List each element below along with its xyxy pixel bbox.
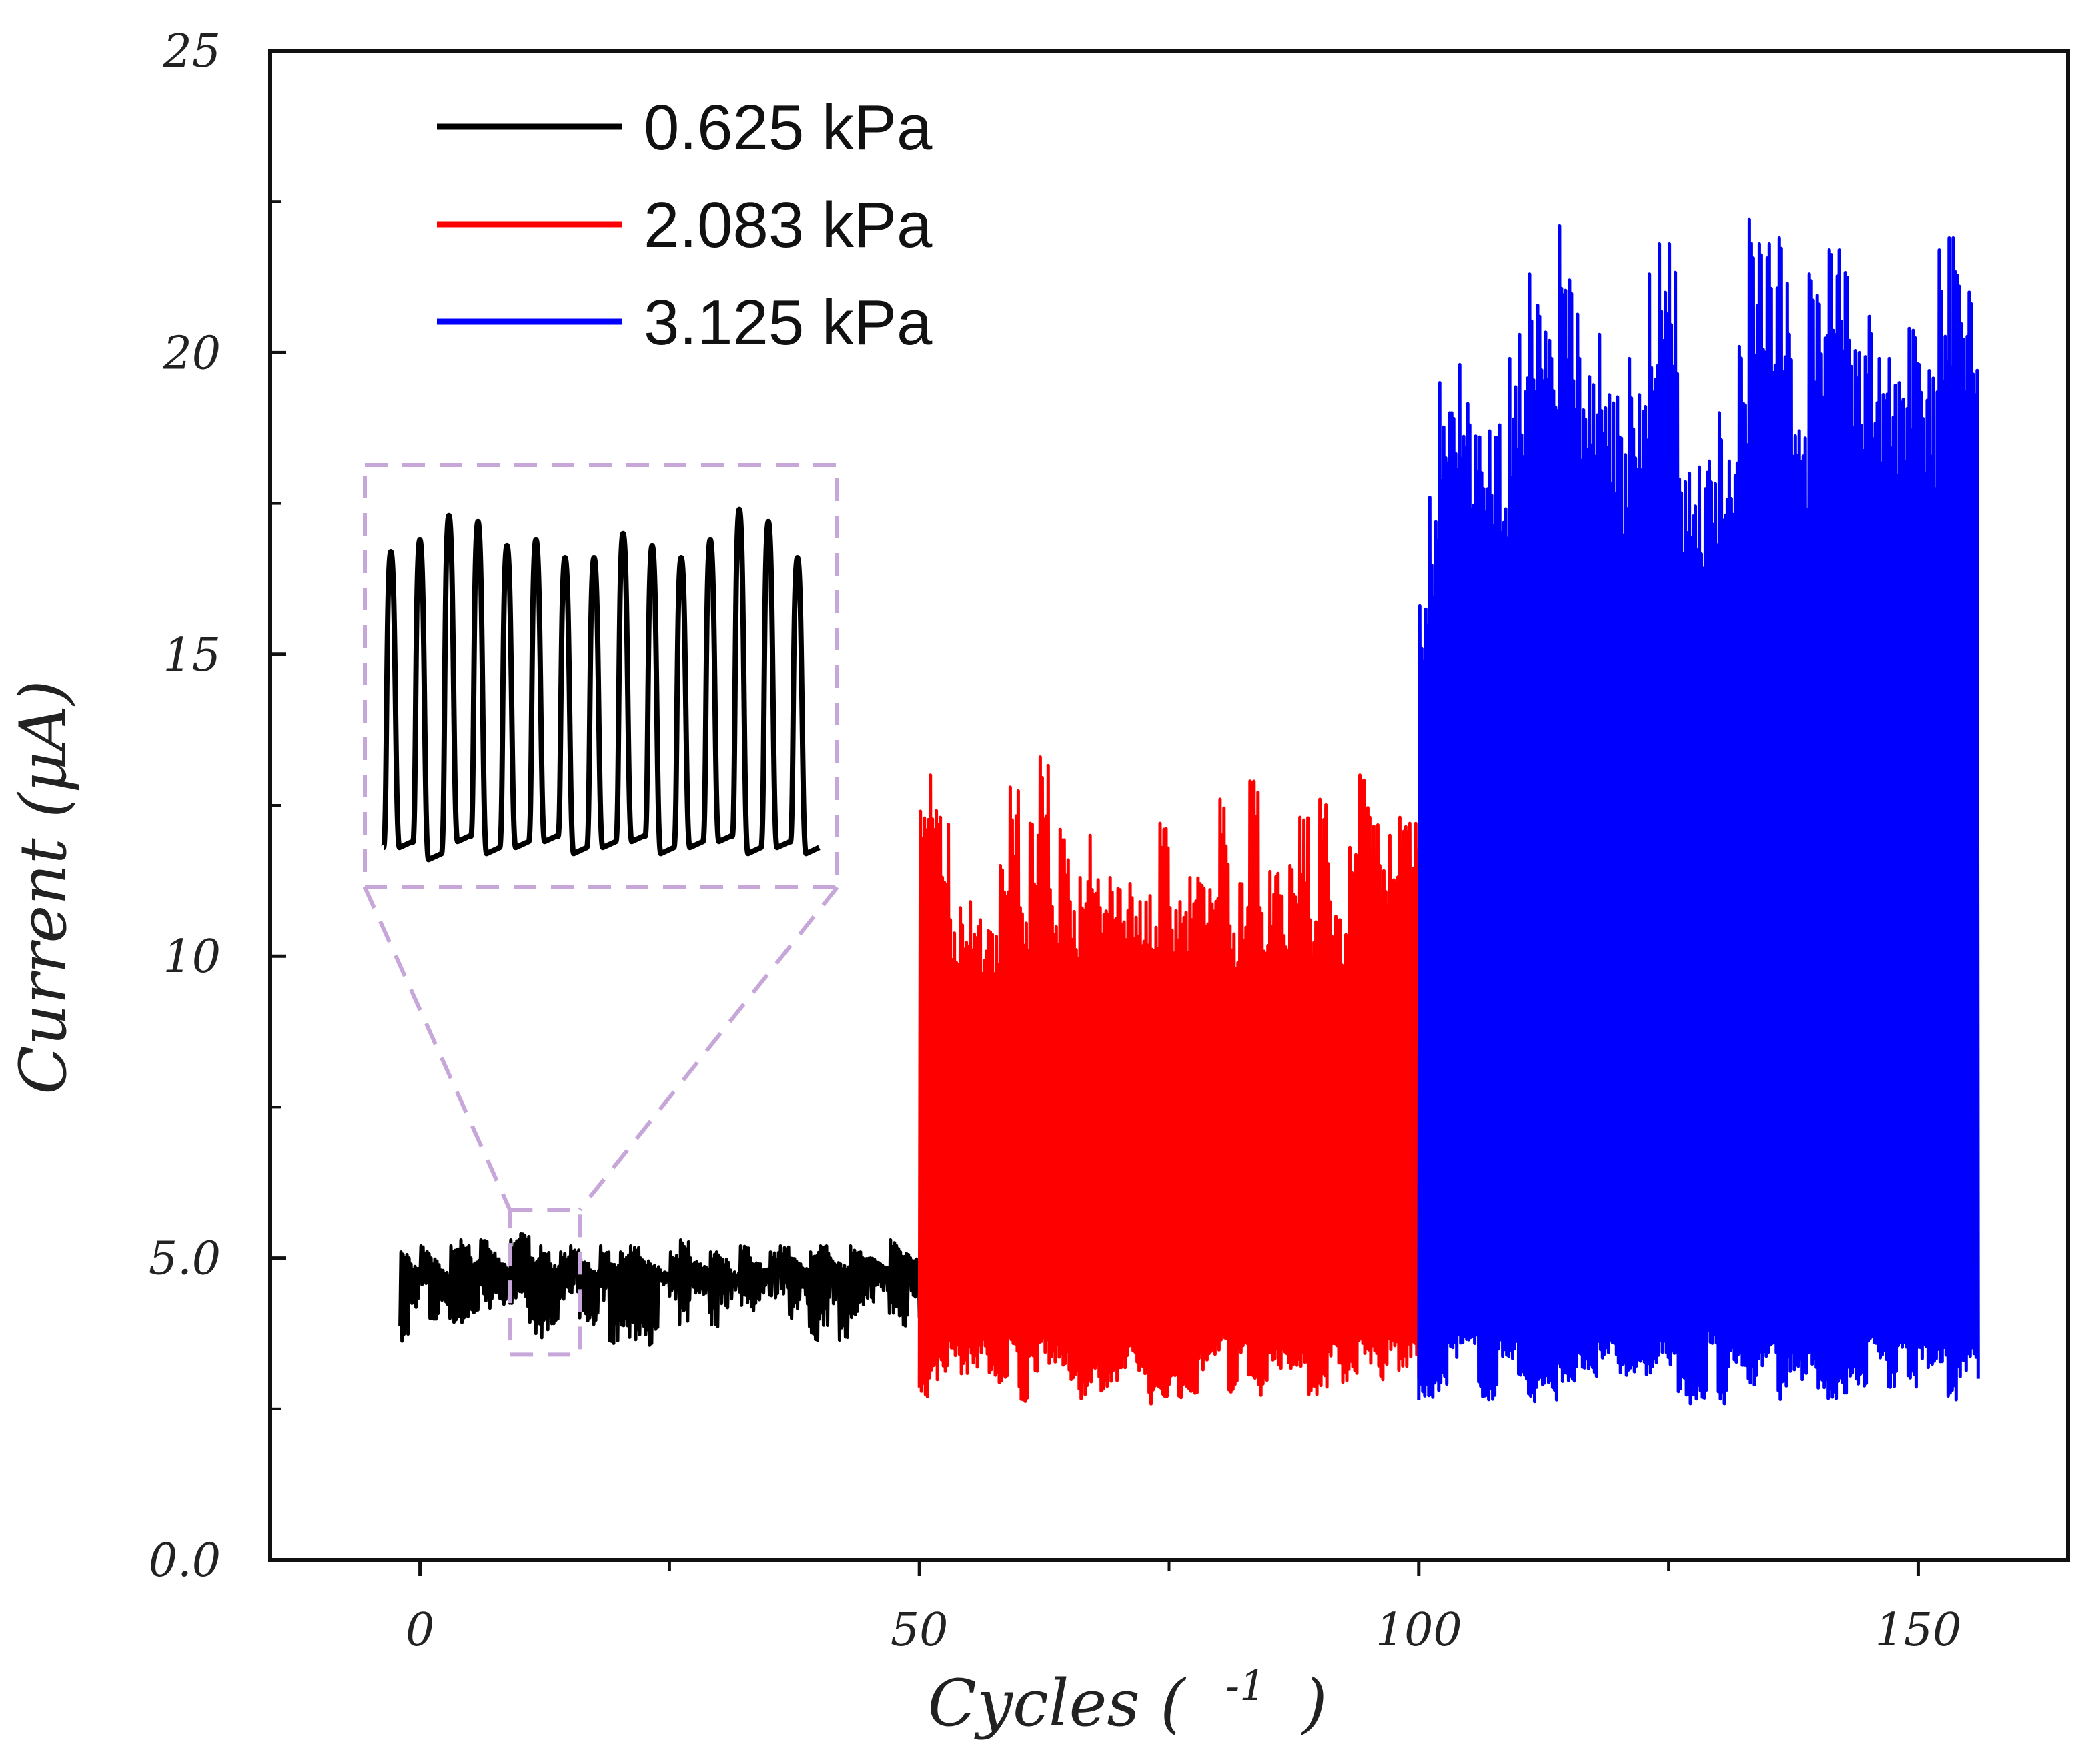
y-tick-label: 0.0 xyxy=(149,1534,221,1587)
x-tick-label: 50 xyxy=(891,1604,949,1657)
axis-ticks: 0 50 100 150 0.0 5.0 10 15 20 25 xyxy=(149,25,1961,1657)
legend-label-1: 2.083 kPa xyxy=(644,189,933,261)
y-axis-title: Current (μA) xyxy=(6,680,81,1094)
y-tick-label: 20 xyxy=(162,327,221,380)
zoom-inset xyxy=(363,463,839,1357)
legend: 0.625 kPa 2.083 kPa 3.125 kPa xyxy=(437,92,933,358)
inset-connector-left xyxy=(363,886,512,1211)
x-axis-title-superscript: -1 xyxy=(1225,1661,1265,1710)
series-line-2 xyxy=(1417,217,1980,1406)
series-line-0 xyxy=(398,1232,921,1347)
x-axis-title-close: ) xyxy=(1301,1666,1327,1741)
inset-connector-right xyxy=(578,886,839,1212)
inset-waveform xyxy=(381,506,821,863)
x-axis-title-main: Cycles ( xyxy=(927,1666,1187,1741)
x-axis-title: Cycles ( -1 ) xyxy=(927,1641,1327,1741)
inset-frame xyxy=(363,463,839,889)
data-series-layer xyxy=(398,217,1980,1406)
y-tick-label: 15 xyxy=(163,629,221,682)
x-tick-label: 0 xyxy=(406,1604,434,1657)
y-tick-label: 25 xyxy=(162,25,221,78)
x-tick-label: 100 xyxy=(1376,1604,1462,1657)
y-tick-label: 5.0 xyxy=(149,1233,221,1286)
y-tick-label: 10 xyxy=(163,931,221,983)
legend-label-0: 0.625 kPa xyxy=(644,92,933,163)
x-tick-label: 150 xyxy=(1875,1604,1962,1657)
legend-label-2: 3.125 kPa xyxy=(644,287,933,358)
series-line-1 xyxy=(917,755,1421,1406)
inset-source-box xyxy=(508,1208,582,1357)
